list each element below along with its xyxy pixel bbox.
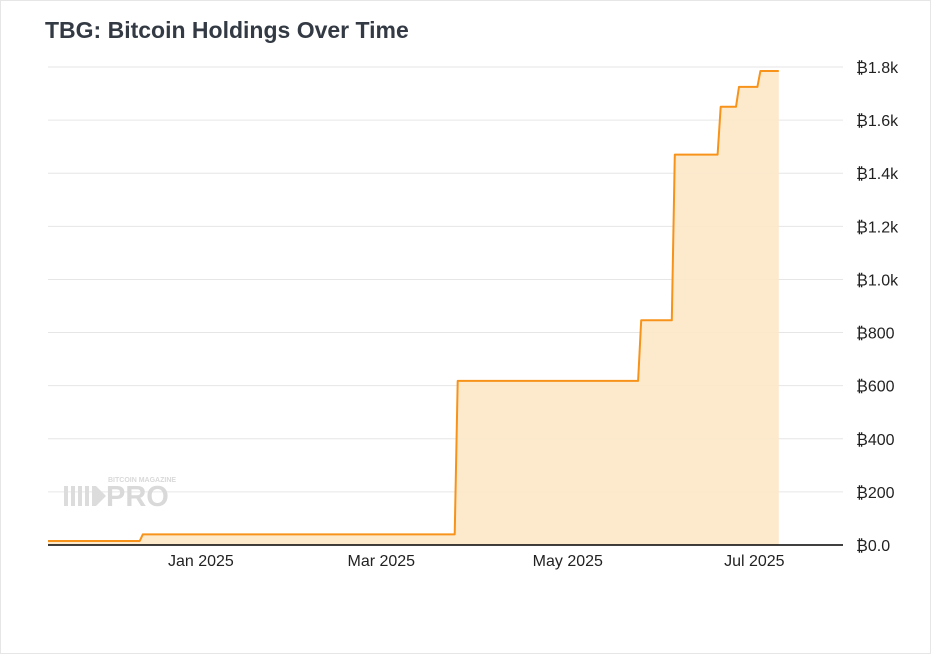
watermark: BITCOIN MAGAZINE PRO xyxy=(64,477,176,513)
holdings-line xyxy=(48,70,779,542)
y-tick-label: ₿1.4k xyxy=(856,165,899,183)
y-tick-label: ₿1.0k xyxy=(856,271,899,289)
y-tick-label: ₿400 xyxy=(856,431,895,449)
x-tick-label: May 2025 xyxy=(533,553,603,570)
y-tick-label: ₿0.0 xyxy=(856,537,890,555)
bitcoin-magazine-logo-icon xyxy=(64,486,106,506)
holdings-area-fill xyxy=(48,71,779,545)
x-tick-label: Jul 2025 xyxy=(724,553,785,570)
y-tick-label: ₿1.8k xyxy=(856,59,899,77)
y-tick-label: ₿800 xyxy=(856,325,895,343)
y-tick-label: ₿1.2k xyxy=(856,218,899,236)
y-tick-label: ₿600 xyxy=(856,378,895,396)
y-tick-label: ₿1.6k xyxy=(856,112,899,130)
y-axis-ticks: ₿0.0 ₿200 ₿400 ₿600 ₿800 ₿1.0k ₿1.2k ₿1.4k ₿1.6k… xyxy=(856,59,899,555)
watermark-main-text: PRO xyxy=(106,481,169,513)
y-tick-label: ₿200 xyxy=(856,484,895,502)
x-tick-label: Mar 2025 xyxy=(347,553,415,570)
x-tick-label: Jan 2025 xyxy=(168,553,234,570)
watermark-top-text: BITCOIN MAGAZINE xyxy=(108,477,176,484)
x-axis-ticks: Jan 2025 Mar 2025 May 2025 Jul 2025 xyxy=(168,553,785,570)
chart-title: TBG: Bitcoin Holdings Over Time xyxy=(45,17,409,43)
